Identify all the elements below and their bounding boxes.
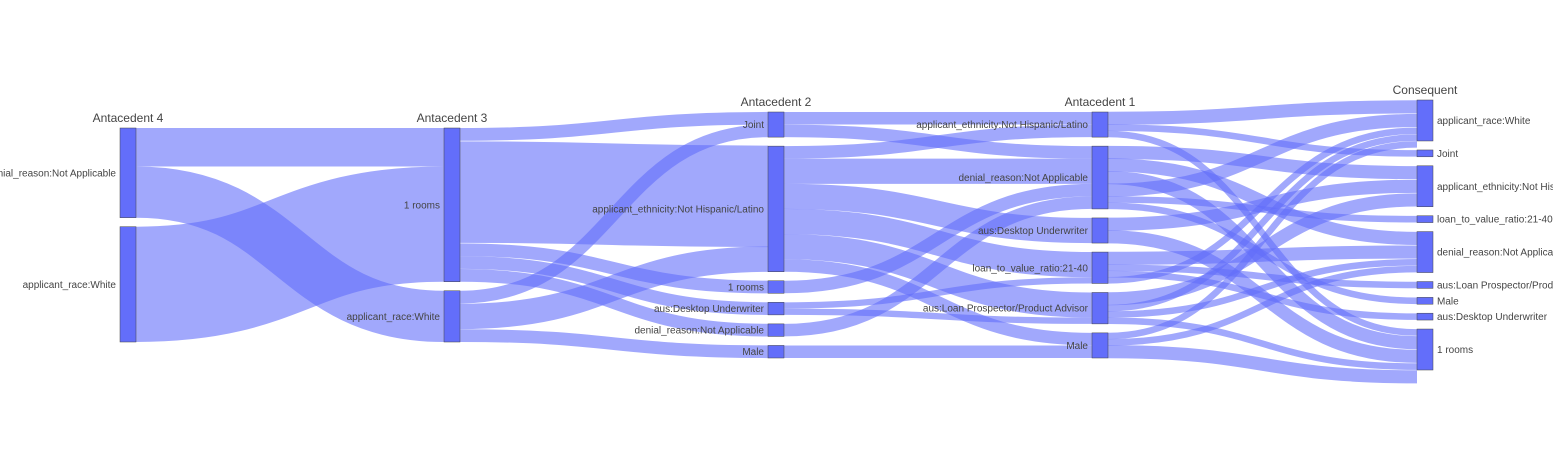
node-label-4-applicant-race-white: applicant_race:White: [1437, 116, 1531, 127]
node-4-male[interactable]: [1416, 297, 1434, 305]
link-3-5-to-4-0[interactable]: [1107, 141, 1418, 340]
node-label-2-1-rooms: 1 rooms: [728, 283, 764, 294]
link-2-2-to-3-1[interactable]: [783, 183, 1093, 294]
node-label-4-loan-to-value-ratio-21-40: loan_to_value_ratio:21-40: [1437, 215, 1553, 226]
node-2-1-rooms[interactable]: [767, 280, 785, 294]
node-3-applicant-ethnicity-not-hispanic-latino[interactable]: [1091, 111, 1109, 138]
node-0-applicant-race-white[interactable]: [119, 226, 137, 343]
link-2-4-to-3-1[interactable]: [783, 196, 1093, 337]
node-label-2-joint: Joint: [743, 120, 764, 131]
node-label-4-male: Male: [1437, 296, 1459, 307]
node-label-1-applicant-race-white: applicant_race:White: [347, 312, 441, 323]
link-3-3-to-4-5[interactable]: [1107, 264, 1418, 289]
column-titles: Antacedent 4 Antacedent 3 Antacedent 2 Anta…: [93, 83, 1458, 125]
column-title-consequent: Consequent: [1393, 83, 1458, 97]
link-1-1-to-2-5[interactable]: [459, 329, 769, 359]
node-3-aus-loan-prospector-product-advisor[interactable]: [1091, 292, 1109, 325]
node-label-3-aus-desktop-underwriter: aus:Desktop Underwriter: [978, 226, 1089, 237]
node-2-denial-reason-not-applicable[interactable]: [767, 323, 785, 337]
node-3-aus-desktop-underwriter[interactable]: [1091, 217, 1109, 244]
node-0-denial-reason-not-applicable[interactable]: [119, 127, 137, 218]
node-1-applicant-race-white[interactable]: [443, 290, 461, 343]
node-4-applicant-race-white[interactable]: [1416, 99, 1434, 142]
node-label-3-applicant-ethnicity-not-hispanic-latino: applicant_ethnicity:Not Hispanic/Latino: [916, 120, 1088, 131]
node-label-2-applicant-ethnicity-not-hispanic-latino: applicant_ethnicity:Not Hispanic/Latino: [592, 204, 764, 215]
link-3-1-to-4-2[interactable]: [1107, 145, 1418, 180]
node-4-loan-to-value-ratio-21-40[interactable]: [1416, 215, 1434, 223]
node-label-2-male: Male: [742, 347, 764, 358]
node-3-male[interactable]: [1091, 332, 1109, 359]
node-label-0-applicant-race-white: applicant_race:White: [23, 280, 117, 291]
link-3-4-to-4-8[interactable]: [1107, 317, 1418, 370]
node-2-joint[interactable]: [767, 111, 785, 138]
node-2-male[interactable]: [767, 345, 785, 359]
link-1-1-to-2-1[interactable]: [459, 246, 769, 330]
node-label-4-applicant-ethnicity-not-hispanic-latino: applicant_ethnicity:Not Hispanic/Latino: [1437, 182, 1553, 193]
link-0-1-to-1-0[interactable]: [135, 166, 445, 342]
link-1-0-to-2-1[interactable]: [459, 141, 769, 248]
node-3-loan-to-value-ratio-21-40[interactable]: [1091, 251, 1109, 284]
link-2-1-to-3-5[interactable]: [783, 259, 1093, 346]
link-2-3-to-3-3[interactable]: [783, 277, 1093, 309]
link-1-0-to-2-2[interactable]: [459, 243, 769, 294]
link-2-1-to-3-2[interactable]: [783, 183, 1093, 244]
node-label-0-denial-reason-not-applicable: denial_reason:Not Applicable: [0, 168, 116, 179]
link-3-5-to-4-8[interactable]: [1107, 345, 1418, 384]
node-label-4-aus-loan-prospector-product-advisor: aus:Loan Prospector/Product Advisor: [1437, 280, 1553, 291]
link-1-0-to-2-4[interactable]: [459, 268, 769, 337]
node-4-aus-desktop-underwriter[interactable]: [1416, 312, 1434, 321]
link-3-4-to-4-0[interactable]: [1107, 134, 1418, 312]
link-2-1-to-3-0[interactable]: [783, 124, 1093, 159]
links-layer: [135, 100, 1418, 384]
column-title-antacedent-3: Antacedent 3: [417, 111, 488, 125]
node-4-applicant-ethnicity-not-hispanic-latino[interactable]: [1416, 165, 1434, 208]
node-2-aus-desktop-underwriter[interactable]: [767, 302, 785, 316]
node-4-aus-loan-prospector-product-advisor[interactable]: [1416, 281, 1434, 289]
node-label-2-denial-reason-not-applicable: denial_reason:Not Applicable: [634, 326, 764, 337]
node-3-denial-reason-not-applicable[interactable]: [1091, 145, 1109, 210]
link-3-1-to-4-0[interactable]: [1107, 113, 1418, 197]
link-1-0-to-2-0[interactable]: [459, 111, 769, 141]
node-1-1-rooms[interactable]: [443, 127, 461, 282]
link-2-1-to-3-4[interactable]: [783, 234, 1093, 318]
node-label-1-1-rooms: 1 rooms: [404, 200, 440, 211]
node-2-applicant-ethnicity-not-hispanic-latino[interactable]: [767, 145, 785, 272]
node-label-2-aus-desktop-underwriter: aus:Desktop Underwriter: [654, 304, 765, 315]
link-3-0-to-4-0[interactable]: [1107, 100, 1418, 125]
node-4-1-rooms[interactable]: [1416, 328, 1434, 371]
column-title-antacedent-4: Antacedent 4: [93, 111, 164, 125]
link-3-3-to-4-0[interactable]: [1107, 127, 1418, 284]
link-2-3-to-3-4[interactable]: [783, 308, 1093, 324]
link-3-4-to-4-4[interactable]: [1107, 259, 1418, 318]
nodes-layer: [119, 99, 1434, 371]
node-label-4-aus-desktop-underwriter: aus:Desktop Underwriter: [1437, 312, 1548, 323]
labels-layer: denial_reason:Not Applicable applicant_ra…: [0, 116, 1553, 358]
node-label-3-male: Male: [1066, 341, 1088, 352]
node-label-4-denial-reason-not-applicable: denial_reason:Not Applicable: [1437, 248, 1553, 259]
node-4-denial-reason-not-applicable[interactable]: [1416, 231, 1434, 273]
node-label-4-1-rooms: 1 rooms: [1437, 345, 1473, 356]
link-3-0-to-4-8[interactable]: [1107, 130, 1418, 336]
node-4-joint[interactable]: [1416, 149, 1434, 158]
column-title-antacedent-1: Antacedent 1: [1065, 95, 1136, 109]
node-label-3-loan-to-value-ratio-21-40: loan_to_value_ratio:21-40: [972, 263, 1088, 274]
node-label-3-denial-reason-not-applicable: denial_reason:Not Applicable: [958, 173, 1088, 184]
column-title-antacedent-2: Antacedent 2: [741, 95, 812, 109]
node-label-4-joint: Joint: [1437, 149, 1458, 160]
node-label-3-aus-loan-prospector-product-advisor: aus:Loan Prospector/Product Advisor: [923, 304, 1089, 315]
link-3-4-to-4-2[interactable]: [1107, 193, 1418, 306]
link-1-1-to-2-0[interactable]: [459, 124, 769, 304]
link-3-5-to-4-4[interactable]: [1107, 265, 1418, 346]
